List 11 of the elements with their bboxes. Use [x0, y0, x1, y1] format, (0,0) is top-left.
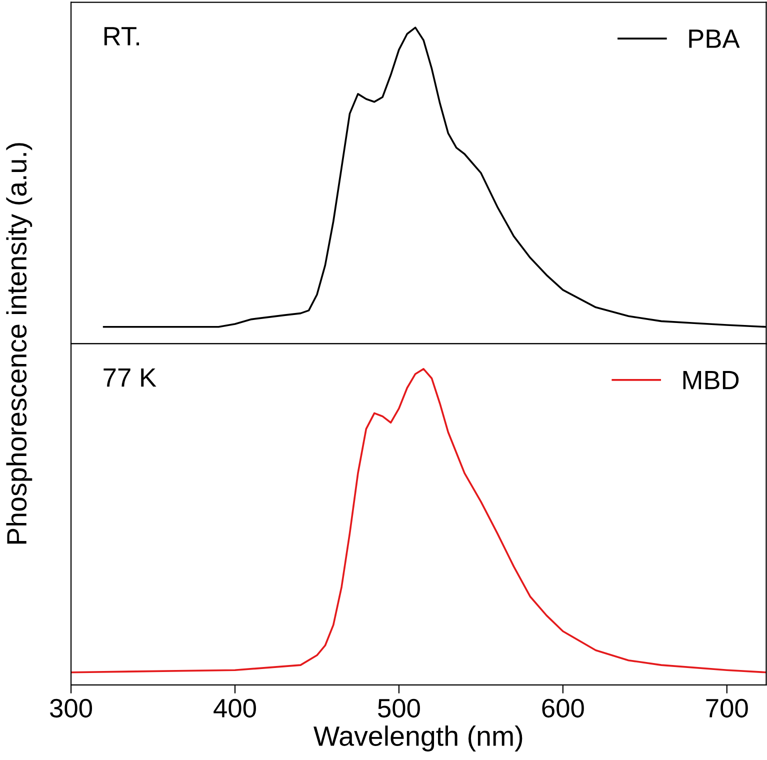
x-axis-title: Wavelength (nm) — [314, 726, 522, 752]
legend-label: PBA — [689, 30, 740, 48]
x-tick-label: 400 — [214, 698, 256, 718]
x-tick-label: 700 — [706, 698, 748, 718]
x-tick-label: 500 — [378, 698, 420, 718]
annotation: RT. — [104, 27, 140, 46]
x-tick-label: 600 — [542, 698, 584, 718]
annotation: 77 K — [104, 368, 156, 387]
x-tick-label: 300 — [50, 698, 92, 718]
y-axis-title: Phosphorescence intensity (a.u.) — [6, 143, 32, 544]
legend-label: MBD — [683, 370, 739, 390]
